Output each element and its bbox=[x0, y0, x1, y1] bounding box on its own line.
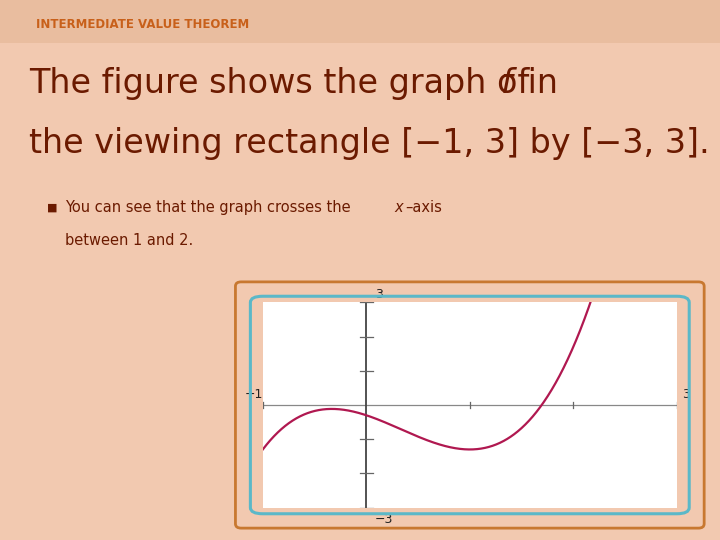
Text: f: f bbox=[500, 67, 512, 100]
Text: between 1 and 2.: between 1 and 2. bbox=[65, 233, 193, 248]
FancyBboxPatch shape bbox=[235, 282, 704, 528]
Text: 3: 3 bbox=[374, 288, 382, 301]
Text: −3: −3 bbox=[374, 513, 393, 526]
Text: x: x bbox=[395, 200, 403, 215]
Text: INTERMEDIATE VALUE THEOREM: INTERMEDIATE VALUE THEOREM bbox=[36, 18, 249, 31]
Text: ■: ■ bbox=[47, 203, 58, 213]
Text: 3: 3 bbox=[682, 388, 690, 401]
Text: The figure shows the graph of: The figure shows the graph of bbox=[29, 67, 540, 100]
Bar bbox=[0, 0, 720, 43]
Text: the viewing rectangle [−1, 3] by [−3, 3].: the viewing rectangle [−1, 3] by [−3, 3]… bbox=[29, 126, 709, 160]
Text: –axis: –axis bbox=[405, 200, 442, 215]
Text: You can see that the graph crosses the: You can see that the graph crosses the bbox=[65, 200, 355, 215]
Text: in: in bbox=[517, 67, 558, 100]
Text: −1: −1 bbox=[244, 388, 263, 401]
